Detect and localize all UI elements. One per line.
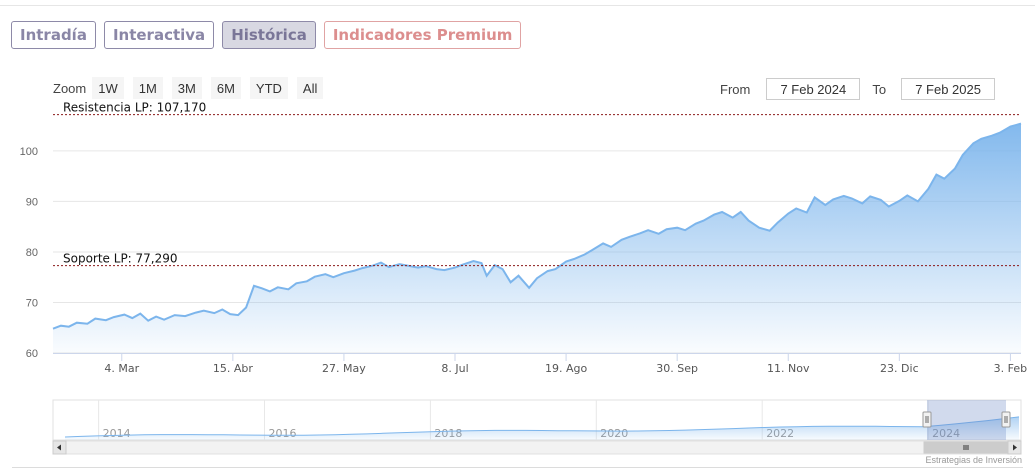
navigator-handle-left[interactable]	[922, 411, 932, 428]
to-label: To	[872, 81, 887, 97]
x-tick-label: 23. Dic	[880, 362, 919, 375]
y-tick-label: 90	[26, 196, 38, 208]
zoom-label: Zoom	[53, 80, 87, 96]
date-range-selector: From 7 Feb 2024 To 7 Feb 2025	[720, 78, 996, 100]
zoom-1m-button[interactable]: 1M	[132, 77, 163, 99]
chart-tabs: Intradía Interactiva Histórica Indicador…	[11, 21, 522, 49]
zoom-3m-button[interactable]: 3M	[171, 77, 202, 99]
tab-intradia[interactable]: Intradía	[11, 21, 96, 49]
price-area	[53, 123, 1021, 353]
y-tick-label: 100	[20, 146, 38, 158]
navigator-area	[65, 416, 1019, 440]
zoom-1w-button[interactable]: 1W	[92, 77, 124, 99]
y-tick-label: 70	[26, 297, 38, 309]
x-tick-label: 30. Sep	[656, 362, 698, 375]
price-line	[52, 122, 1022, 330]
zoom-toolbar: Zoom 1W 1M 3M 6M YTD All	[53, 77, 332, 99]
chart-credit: Estrategias de Inversión	[925, 455, 1022, 465]
x-tick-label: 8. Jul	[441, 362, 468, 375]
top-divider	[0, 5, 1035, 6]
navigator-handle-right[interactable]	[1001, 411, 1011, 428]
zoom-6m-button[interactable]: 6M	[210, 77, 241, 99]
from-date-input[interactable]: 7 Feb 2024	[766, 78, 861, 100]
x-tick-label: 3. Feb	[994, 362, 1027, 375]
x-tick-label: 11. Nov	[767, 362, 810, 375]
from-label: From	[720, 81, 751, 97]
zoom-ytd-button[interactable]: YTD	[249, 77, 288, 99]
zoom-all-button[interactable]: All	[296, 77, 324, 99]
to-date-input[interactable]: 7 Feb 2025	[901, 78, 996, 100]
tab-indicadores-premium[interactable]: Indicadores Premium	[323, 21, 522, 49]
y-tick-label: 80	[26, 247, 38, 259]
x-tick-label: 15. Abr	[213, 362, 253, 375]
tab-historica[interactable]: Histórica	[222, 21, 316, 49]
y-tick-label: 60	[26, 348, 38, 360]
navigator-selection[interactable]	[927, 400, 1006, 440]
tab-interactiva[interactable]: Interactiva	[103, 21, 215, 49]
x-tick-label: 27. May	[322, 362, 366, 375]
x-tick-label: 4. Mar	[104, 362, 139, 375]
support-label: Soporte LP: 77,290	[63, 252, 178, 266]
x-tick-label: 19. Ago	[545, 362, 587, 375]
scrollbar-track[interactable]	[52, 440, 1022, 455]
resistance-label: Resistencia LP: 107,170	[63, 101, 206, 115]
bottom-divider	[12, 467, 1023, 468]
navigator-line	[64, 416, 1020, 438]
